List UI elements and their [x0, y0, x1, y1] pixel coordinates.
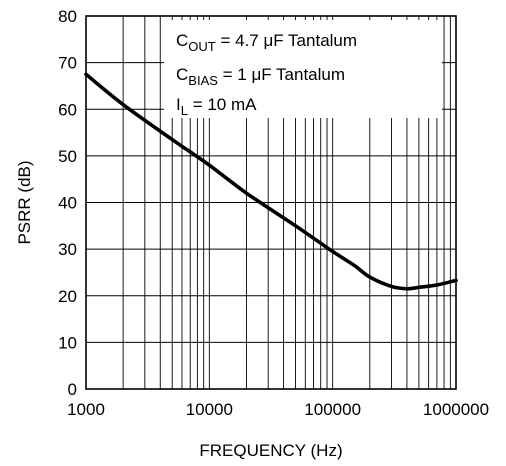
x-tick-label: 10000: [186, 400, 233, 419]
annotation-text: COUT = 4.7 μF Tantalum: [176, 31, 357, 54]
y-tick-label: 80: [58, 7, 77, 26]
annotation-text: IL = 10 mA: [176, 95, 257, 118]
x-tick-label: 100000: [304, 400, 361, 419]
annotation-background: [164, 20, 442, 118]
y-tick-label: 60: [58, 100, 77, 119]
y-tick-label: 20: [58, 287, 77, 306]
y-tick-label: 30: [58, 240, 77, 259]
y-tick-label: 10: [58, 333, 77, 352]
series-line: [84, 72, 458, 291]
x-tick-label: 1000000: [423, 400, 489, 419]
annotations: COUT = 4.7 μF Tantalum CBIAS = 1 μF Tanta…: [164, 20, 442, 118]
y-tick-label: 50: [58, 147, 77, 166]
y-axis-title: PSRR (dB): [15, 160, 34, 244]
y-tick-label: 40: [58, 194, 77, 213]
plot-frame: [85, 15, 457, 390]
series-lines: [84, 72, 458, 291]
y-tick-label: 0: [68, 380, 77, 399]
annotation-text: CBIAS = 1 μF Tantalum: [176, 65, 345, 88]
x-tick-label: 1000: [67, 400, 105, 419]
x-axis-title: FREQUENCY (Hz): [199, 441, 342, 460]
x-tick-labels: 1000 10000 100000 1000000: [67, 400, 489, 419]
y-tick-label: 70: [58, 54, 77, 73]
y-tick-labels: 0 10 20 30 40 50 60 70 80: [58, 7, 77, 399]
